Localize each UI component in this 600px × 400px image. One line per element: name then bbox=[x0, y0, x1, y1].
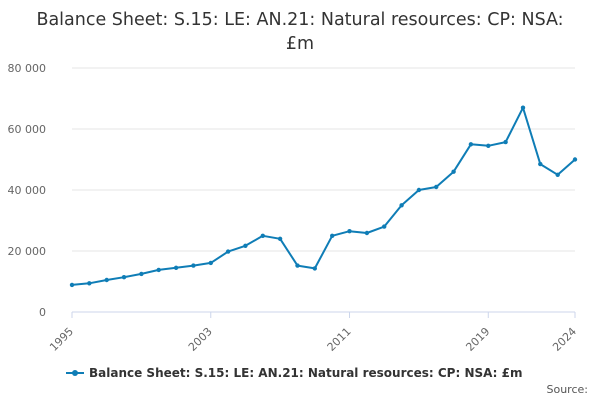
y-axis: 0 20 000 40 000 60 000 80 000 bbox=[8, 62, 47, 319]
data-point bbox=[347, 229, 352, 234]
data-point bbox=[173, 265, 179, 270]
data-point bbox=[382, 224, 387, 229]
data-point bbox=[225, 249, 231, 254]
data-point bbox=[139, 271, 144, 277]
y-tick-label: 60 000 bbox=[8, 123, 47, 136]
data-point bbox=[399, 203, 404, 208]
data-point bbox=[243, 243, 248, 248]
data-point bbox=[156, 267, 161, 273]
data-point bbox=[208, 260, 213, 266]
data-point bbox=[312, 266, 317, 271]
legend[interactable]: Balance Sheet: S.15: LE: AN.21: Natural … bbox=[66, 366, 522, 380]
legend-swatch-icon bbox=[66, 370, 84, 376]
data-point bbox=[295, 263, 300, 268]
y-tick-label: 80 000 bbox=[8, 62, 47, 75]
data-point bbox=[260, 233, 265, 238]
data-point bbox=[69, 282, 75, 288]
y-tick-label: 40 000 bbox=[8, 184, 47, 197]
data-point bbox=[277, 236, 283, 241]
y-tick-label: 0 bbox=[39, 306, 46, 319]
x-axis: 1995 2003 2011 2019 2024 bbox=[47, 311, 579, 354]
data-point bbox=[503, 139, 508, 145]
data-point bbox=[87, 281, 92, 286]
data-point bbox=[555, 172, 560, 177]
data-point bbox=[572, 157, 578, 162]
data-point bbox=[330, 233, 335, 238]
data-point bbox=[434, 184, 439, 190]
x-tick-label: 1995 bbox=[47, 325, 76, 354]
data-point bbox=[486, 143, 491, 148]
data-point bbox=[121, 275, 127, 280]
data-point bbox=[104, 277, 109, 283]
source-label: Source: bbox=[546, 383, 589, 396]
x-tick-label: 2011 bbox=[325, 325, 354, 354]
data-point bbox=[364, 230, 370, 236]
series-line bbox=[71, 106, 576, 286]
data-point bbox=[538, 161, 543, 167]
data-point bbox=[451, 169, 456, 174]
series-layer bbox=[69, 105, 578, 288]
legend-label: Balance Sheet: S.15: LE: AN.21: Natural … bbox=[89, 366, 523, 380]
gridlines bbox=[72, 67, 575, 252]
x-tick-label: 2019 bbox=[463, 325, 492, 354]
y-tick-label: 20 000 bbox=[8, 245, 47, 258]
x-tick-label: 2024 bbox=[550, 325, 579, 354]
chart-title: Balance Sheet: S.15: LE: AN.21: Natural … bbox=[36, 10, 564, 54]
data-point bbox=[191, 263, 196, 268]
data-point bbox=[416, 187, 422, 193]
data-point bbox=[468, 142, 474, 147]
x-tick-label: 2003 bbox=[186, 325, 215, 354]
data-point bbox=[520, 105, 526, 110]
